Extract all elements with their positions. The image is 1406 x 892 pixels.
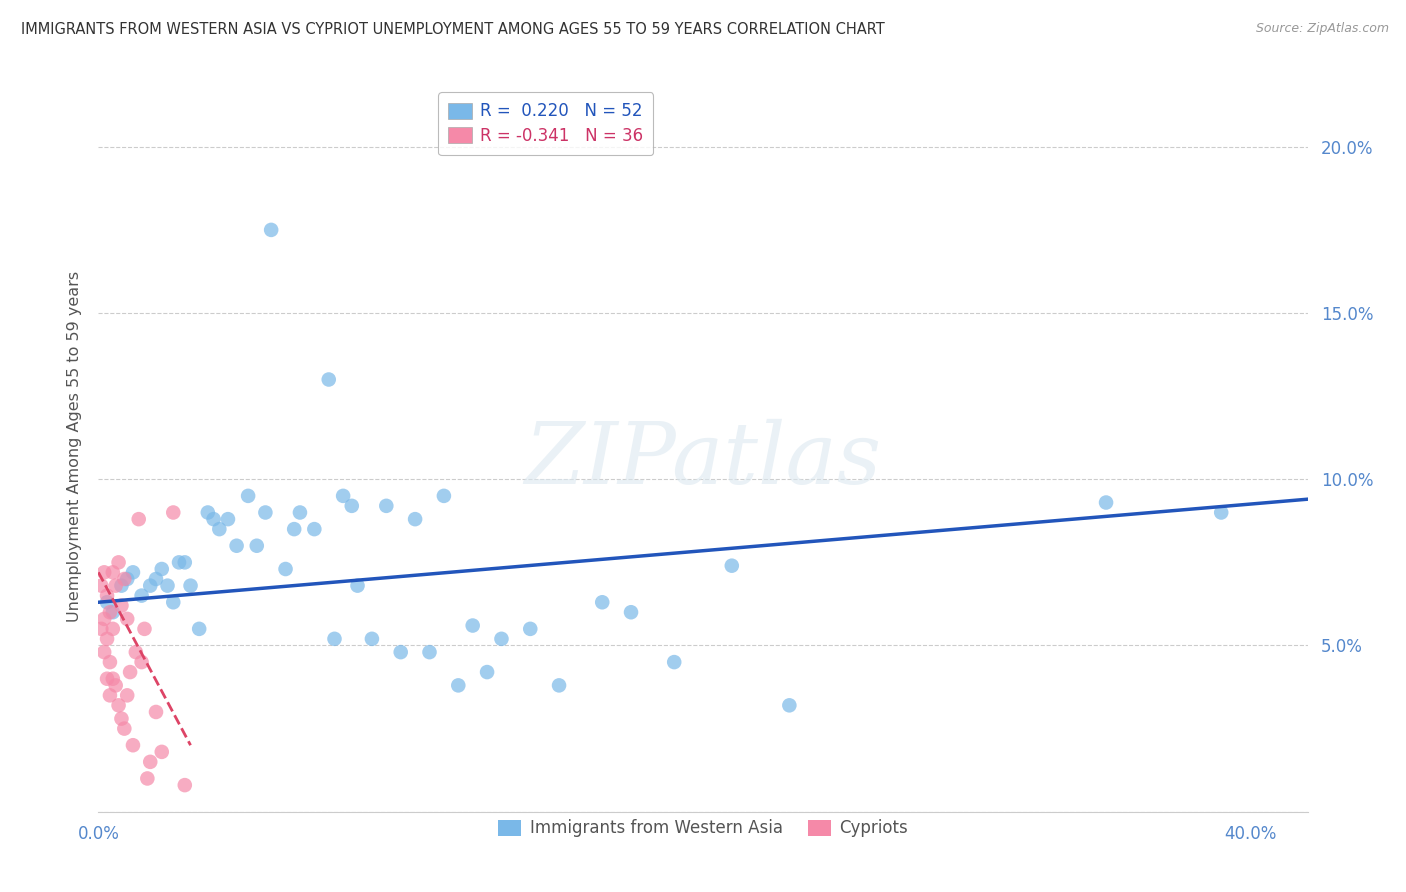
Point: [778, 698, 800, 713]
Point: [236, 489, 259, 503]
Point: [96, 595, 118, 609]
Point: [1211, 506, 1233, 520]
Point: [288, 506, 311, 520]
Point: [101, 622, 124, 636]
Point: [304, 522, 326, 536]
Point: [162, 506, 184, 520]
Point: [115, 689, 138, 703]
Point: [283, 522, 305, 536]
Point: [120, 665, 142, 679]
Point: [112, 722, 135, 736]
Point: [346, 579, 368, 593]
Text: ZIPatlas: ZIPatlas: [524, 419, 882, 502]
Point: [519, 622, 541, 636]
Point: [274, 562, 297, 576]
Point: [208, 522, 231, 536]
Point: [173, 555, 195, 569]
Point: [134, 622, 156, 636]
Point: [90, 579, 112, 593]
Point: [202, 512, 225, 526]
Point: [131, 589, 153, 603]
Point: [93, 566, 115, 580]
Point: [90, 622, 112, 636]
Point: [115, 612, 138, 626]
Point: [101, 566, 124, 580]
Point: [110, 579, 132, 593]
Point: [1095, 495, 1118, 509]
Point: [98, 689, 121, 703]
Point: [156, 579, 179, 593]
Point: [246, 539, 269, 553]
Point: [225, 539, 247, 553]
Point: [664, 655, 686, 669]
Point: [150, 745, 173, 759]
Point: [418, 645, 440, 659]
Point: [361, 632, 384, 646]
Point: [375, 499, 398, 513]
Point: [491, 632, 513, 646]
Point: [96, 632, 118, 646]
Point: [112, 572, 135, 586]
Point: [110, 712, 132, 726]
Y-axis label: Unemployment Among Ages 55 to 59 years: Unemployment Among Ages 55 to 59 years: [66, 270, 82, 622]
Point: [217, 512, 239, 526]
Point: [101, 672, 124, 686]
Point: [128, 512, 150, 526]
Point: [110, 599, 132, 613]
Point: [591, 595, 613, 609]
Point: [150, 562, 173, 576]
Point: [404, 512, 426, 526]
Point: [96, 589, 118, 603]
Point: [173, 778, 195, 792]
Point: [107, 698, 129, 713]
Point: [104, 678, 127, 692]
Point: [475, 665, 498, 679]
Point: [101, 605, 124, 619]
Point: [98, 655, 121, 669]
Point: [98, 605, 121, 619]
Point: [139, 579, 162, 593]
Point: [115, 572, 138, 586]
Point: [167, 555, 190, 569]
Point: [389, 645, 412, 659]
Point: [145, 572, 167, 586]
Point: [162, 595, 184, 609]
Point: [720, 558, 742, 573]
Text: IMMIGRANTS FROM WESTERN ASIA VS CYPRIOT UNEMPLOYMENT AMONG AGES 55 TO 59 YEARS C: IMMIGRANTS FROM WESTERN ASIA VS CYPRIOT …: [21, 22, 884, 37]
Point: [125, 645, 148, 659]
Point: [180, 579, 202, 593]
Legend: Immigrants from Western Asia, Cypriots: Immigrants from Western Asia, Cypriots: [488, 809, 918, 847]
Point: [260, 223, 283, 237]
Text: Source: ZipAtlas.com: Source: ZipAtlas.com: [1256, 22, 1389, 36]
Point: [96, 672, 118, 686]
Point: [548, 678, 571, 692]
Point: [461, 618, 484, 632]
Point: [122, 566, 145, 580]
Point: [447, 678, 470, 692]
Point: [254, 506, 277, 520]
Point: [104, 579, 127, 593]
Point: [340, 499, 363, 513]
Point: [332, 489, 354, 503]
Point: [139, 755, 162, 769]
Point: [122, 738, 145, 752]
Point: [318, 372, 340, 386]
Point: [145, 705, 167, 719]
Point: [107, 555, 129, 569]
Point: [93, 645, 115, 659]
Point: [620, 605, 643, 619]
Point: [197, 506, 219, 520]
Point: [433, 489, 456, 503]
Point: [188, 622, 211, 636]
Point: [323, 632, 346, 646]
Point: [136, 772, 159, 786]
Point: [131, 655, 153, 669]
Point: [93, 612, 115, 626]
